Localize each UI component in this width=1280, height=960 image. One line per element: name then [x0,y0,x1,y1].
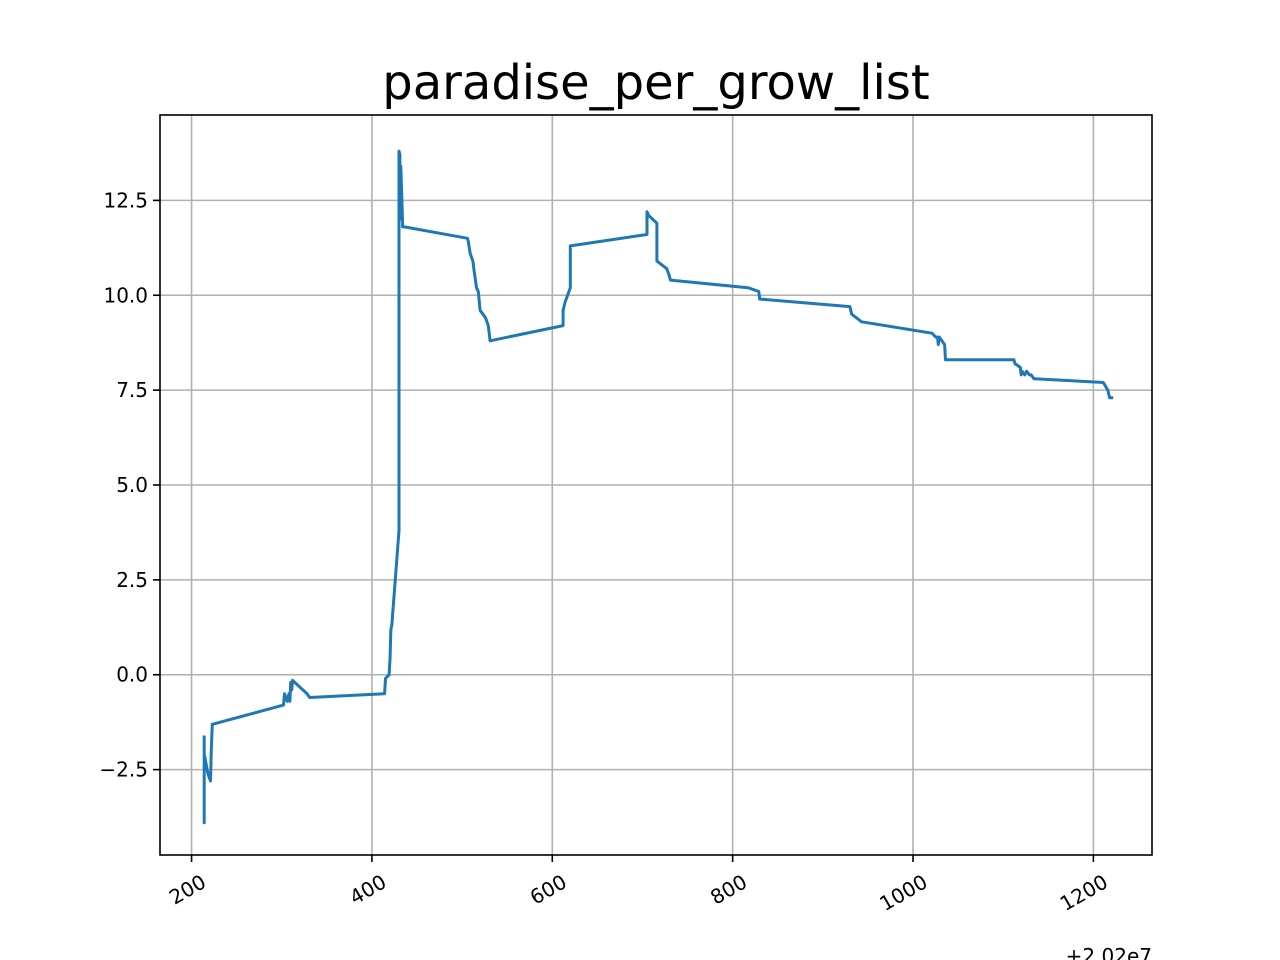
y-tick-label-4: 7.5 [116,378,148,402]
grid-layer [160,115,1152,855]
y-tick-label-5: 10.0 [103,283,148,307]
y-tick-label-1: 0.0 [116,663,148,687]
x-offset-label: +2.02e7 [1066,944,1152,960]
series-layer [202,149,1114,825]
chart-title: paradise_per_grow_list [382,55,929,111]
y-tick-label-2: 2.5 [116,568,148,592]
y-tick-label-3: 5.0 [116,473,148,497]
y-tick-label-0: −2.5 [99,758,148,782]
series-line-0 [202,149,1114,825]
y-tick-label-6: 12.5 [103,188,148,212]
